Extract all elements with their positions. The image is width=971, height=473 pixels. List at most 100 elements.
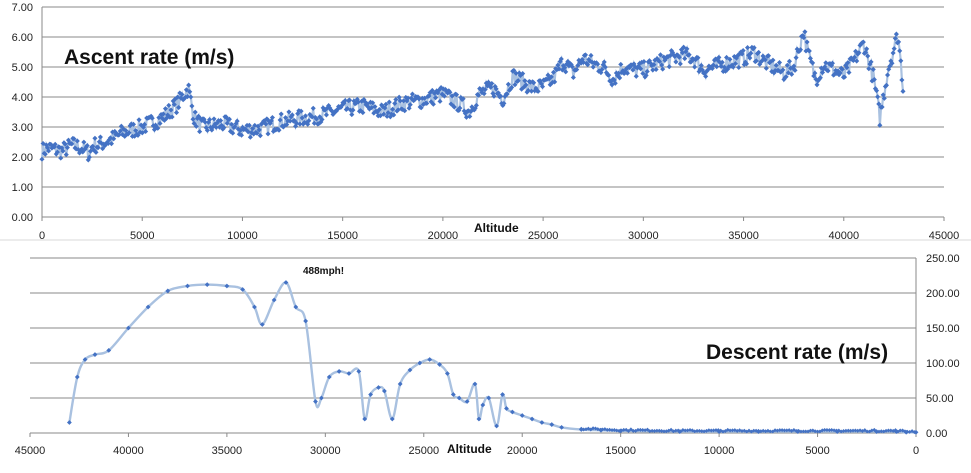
descent-data-point [444,371,450,376]
descent-data-point [888,428,893,433]
ascent-data-point [97,134,103,140]
ascent-data-point [254,130,260,136]
ascent-data-point [651,62,657,68]
ascent-data-point [355,99,361,105]
ascent-data-point [92,135,98,141]
ascent-data-point [84,143,90,149]
descent-data-point [824,428,829,433]
ascent-data-point [46,148,52,154]
descent-chart-title: Descent rate (m/s) [706,341,888,364]
descent-data-point [843,428,848,433]
descent-data-point [271,297,277,303]
ascent-data-point [383,101,389,107]
ascent-data-point [310,105,316,111]
ascent-data-point [814,82,820,88]
ascent-data-point [447,89,453,95]
descent-data-point [389,416,395,422]
descent-data-point [509,409,515,415]
descent-data-point [662,429,666,434]
ascent-x-tick-label: 20000 [428,230,459,242]
descent-x-tick-label: 40000 [113,445,144,457]
ascent-data-point [111,136,117,142]
ascent-data-point [74,138,80,144]
ascent-y-tick-label: 2.00 [12,152,33,164]
descent-x-tick-label: 45000 [15,445,46,457]
descent-data-point [912,430,917,435]
ascent-y-tick-labels: 0.00 1.00 2.00 3.00 4.00 5.00 6.00 7.00 [12,2,33,224]
ascent-data-point [384,113,390,119]
ascent-data-point [133,127,139,134]
ascent-data-point [42,151,48,157]
descent-data-point [126,325,131,331]
ascent-y-tick-label: 4.00 [12,92,33,104]
descent-x-tick-label: 35000 [212,445,243,457]
descent-data-point [397,381,403,387]
ascent-x-axis-title: Altitude [474,221,519,235]
descent-data-point [640,428,645,432]
ascent-data-point [745,45,751,51]
descent-data-point [877,429,881,434]
descent-data-point [631,428,636,433]
ascent-data-point [229,121,235,127]
ascent-data-point [763,65,769,71]
ascent-data-point [202,119,208,125]
ascent-x-tick-label: 25000 [528,230,559,242]
ascent-data-point [667,52,673,59]
ascent-data-point [889,60,895,66]
ascent-data-point [349,112,355,118]
descent-data-point [841,429,846,433]
ascent-data-point [825,68,831,74]
ascent-y-tick-label: 3.00 [12,122,33,134]
ascent-x-tick-label: 40000 [828,230,859,242]
ascent-data-point [460,96,466,102]
ascent-data-point [156,115,162,121]
descent-data-point [699,429,704,434]
ascent-data-point [39,156,45,162]
descent-data-point [283,280,289,285]
descent-data-point [106,347,112,353]
ascent-x-tick-label: 30000 [628,230,659,242]
ascent-data-point [498,93,504,99]
ascent-x-tick-label: 35000 [728,230,759,242]
ascent-data-point [900,88,906,94]
descent-data-point [709,428,714,433]
ascent-data-point [570,74,576,81]
descent-data-point [224,283,230,289]
ascent-data-point [302,113,309,119]
descent-data-point [600,427,605,432]
descent-data-point [683,428,688,433]
descent-data-point [504,406,509,411]
ascent-data-point [866,66,872,72]
ascent-data-point [247,134,253,140]
descent-data-point [185,283,190,289]
descent-data-point [66,420,72,425]
ascent-data-point [179,91,185,98]
ascent-data-point [386,99,392,105]
ascent-data-point [617,75,623,81]
ascent-data-point [218,118,224,124]
descent-data-point [204,282,210,288]
ascent-data-point [897,48,903,54]
ascent-data-point [186,82,192,88]
descent-data-point [695,428,700,433]
descent-y-tick-label: 150.00 [926,323,960,335]
descent-x-tick-label: 0 [913,445,919,457]
descent-x-axis-title: Altitude [447,442,492,456]
ascent-data-point [117,128,123,134]
ascent-data-point [143,128,149,134]
ascent-data-point [197,129,203,135]
ascent-y-tick-label: 1.00 [12,182,33,194]
ascent-x-tick-label: 45000 [929,230,960,242]
ascent-x-tick-label: 5000 [130,230,154,242]
descent-data-point [559,424,565,430]
descent-y-tick-label: 0.00 [926,428,947,440]
descent-data-point [450,392,456,397]
descent-data-point [303,318,309,324]
ascent-data-point [829,60,835,66]
ascent-data-point [108,141,115,147]
ascent-data-point [437,98,443,104]
ascent-data-point [188,94,194,100]
descent-data-point [798,429,803,434]
ascent-data-point [342,98,348,104]
